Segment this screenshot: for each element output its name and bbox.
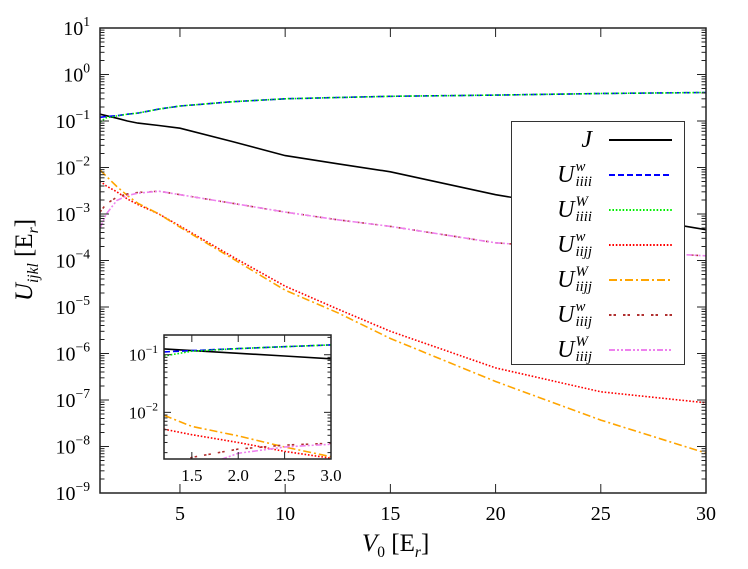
inset-x-tick-label: 2.0 [228,466,249,485]
legend-swatch [609,244,672,246]
main-y-tick-label: 10−9 [56,479,91,505]
inset-x-tick-label: 3.0 [320,466,341,485]
legend-swatch [609,174,672,176]
main-series-line-6 [100,190,706,257]
main-x-tick-label: 10 [275,503,295,525]
main-series-line-4 [100,169,706,454]
inset-panel: 1.5 2.0 2.5 3.0 10−1 10−2 [129,334,342,485]
main-x-tick-label: 20 [486,503,506,525]
x-axis-label: V0 [Er] [362,530,430,561]
main-x-tick-label: 5 [175,503,185,525]
legend-item: J [512,123,684,157]
main-y-tick-label: 10−1 [56,107,90,133]
inset-series-line-0 [164,348,331,360]
main-series-line-0 [100,113,706,231]
main-y-tick-label: 10−2 [56,154,91,180]
main-y-tick-label: 100 [63,61,90,87]
inset-series-line-5 [185,442,331,459]
legend-swatch [609,349,672,351]
main-series-line-1 [100,91,706,119]
legend-label: J [581,126,592,153]
main-y-tick-label: 10−3 [56,200,91,226]
inset-series-line-4 [164,414,331,458]
legend-swatch [609,279,672,281]
y-axis-label: Uijkl [Er] [11,218,42,302]
legend-swatch [609,314,672,316]
main-panel: 5 10 15 20 25 30 101 100 10−1 10−2 10−3 10−4 10−5 10−… [56,14,716,525]
main-x-tick-label: 30 [696,503,716,525]
main-y-tick-label: 101 [63,14,90,40]
inset-frame [163,334,332,460]
inset-series-line-3 [164,428,331,459]
main-series-group [100,91,706,454]
main-x-tick-label: 15 [380,503,400,525]
inset-y-tick-label: 10−2 [129,401,159,423]
main-y-tick-label: 10−4 [56,247,91,273]
inset-y-tick-label: 10−1 [129,343,159,365]
main-y-tick-label: 10−7 [56,386,91,412]
legend-swatch [609,209,672,211]
inset-x-tick-label: 2.5 [274,466,295,485]
main-series-line-2 [100,91,706,123]
main-y-tick-label: 10−8 [56,433,91,459]
legend-swatch [609,139,672,141]
inset-series-group [164,344,331,459]
main-y-tick-label: 10−6 [56,340,91,366]
inset-series-line-2 [164,344,331,357]
main-x-tick-label: 25 [591,503,611,525]
inset-x-tick-label: 1.5 [181,466,202,485]
main-series-line-3 [100,180,706,404]
main-y-tick-label: 10−5 [56,293,91,319]
